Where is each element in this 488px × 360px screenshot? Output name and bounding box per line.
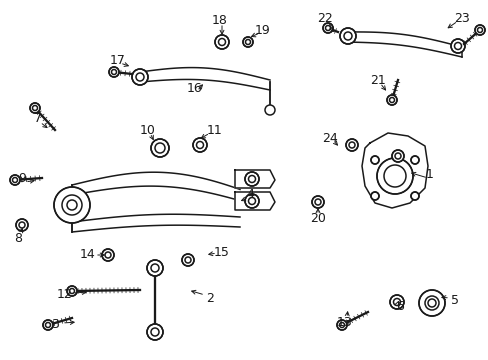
Text: 12: 12 <box>57 288 73 302</box>
Text: 6: 6 <box>395 301 403 314</box>
Text: 13: 13 <box>336 315 352 328</box>
Polygon shape <box>361 133 427 208</box>
Circle shape <box>102 249 114 261</box>
Text: 2: 2 <box>205 292 214 305</box>
Text: 8: 8 <box>14 231 22 244</box>
Circle shape <box>132 69 148 85</box>
Circle shape <box>410 192 418 200</box>
Text: 7: 7 <box>34 112 42 125</box>
Text: 18: 18 <box>212 13 227 27</box>
Text: 21: 21 <box>369 73 385 86</box>
Text: 23: 23 <box>453 12 469 24</box>
Text: 11: 11 <box>207 123 223 136</box>
Circle shape <box>323 23 332 33</box>
Text: 17: 17 <box>110 54 126 67</box>
Polygon shape <box>235 192 274 210</box>
Text: 16: 16 <box>187 81 203 94</box>
Text: 19: 19 <box>255 23 270 36</box>
Text: 3: 3 <box>51 319 59 332</box>
Circle shape <box>410 156 418 164</box>
Circle shape <box>151 139 169 157</box>
Circle shape <box>16 219 28 231</box>
Circle shape <box>243 37 252 47</box>
Circle shape <box>376 158 412 194</box>
Circle shape <box>67 286 77 296</box>
Circle shape <box>244 172 259 186</box>
Circle shape <box>391 150 403 162</box>
Circle shape <box>147 324 163 340</box>
Circle shape <box>215 35 228 49</box>
Text: 20: 20 <box>309 211 325 225</box>
Polygon shape <box>235 170 274 188</box>
Circle shape <box>193 138 206 152</box>
Circle shape <box>43 320 53 330</box>
Text: 24: 24 <box>322 131 337 144</box>
Circle shape <box>244 194 259 208</box>
Circle shape <box>182 254 194 266</box>
Text: 4: 4 <box>245 189 253 202</box>
Circle shape <box>109 67 119 77</box>
Circle shape <box>10 175 20 185</box>
Text: 1: 1 <box>425 168 433 181</box>
Circle shape <box>370 156 378 164</box>
Text: 5: 5 <box>450 293 458 306</box>
Text: 14: 14 <box>80 248 96 261</box>
Circle shape <box>311 196 324 208</box>
Text: 9: 9 <box>18 171 26 184</box>
Circle shape <box>339 28 355 44</box>
Text: 10: 10 <box>140 123 156 136</box>
Circle shape <box>389 295 403 309</box>
Circle shape <box>418 290 444 316</box>
Circle shape <box>474 25 484 35</box>
Circle shape <box>264 105 274 115</box>
Circle shape <box>147 260 163 276</box>
Circle shape <box>346 139 357 151</box>
Circle shape <box>450 39 464 53</box>
Text: 22: 22 <box>317 12 332 24</box>
Circle shape <box>54 187 90 223</box>
Circle shape <box>370 192 378 200</box>
Circle shape <box>30 103 40 113</box>
Circle shape <box>336 320 346 330</box>
Circle shape <box>386 95 396 105</box>
Text: 15: 15 <box>214 247 229 260</box>
